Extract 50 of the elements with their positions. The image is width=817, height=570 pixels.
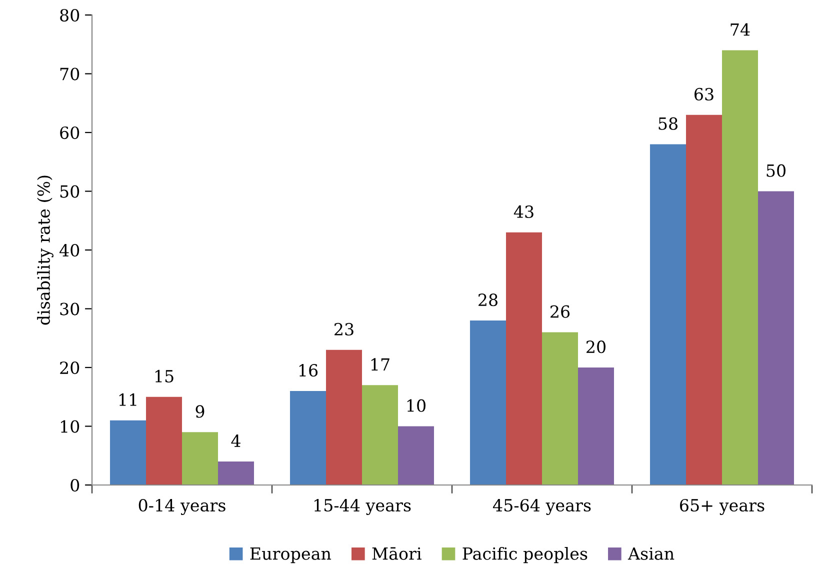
bar [326, 350, 362, 485]
bar [470, 320, 506, 485]
data-label: 11 [119, 393, 136, 406]
bar [290, 391, 326, 485]
data-label: 15 [155, 370, 174, 383]
data-label: 20 [586, 340, 606, 354]
y-tick-label: 40 [60, 244, 80, 257]
data-label: 10 [407, 399, 426, 412]
bar [542, 332, 578, 485]
x-tick-label: 0-14 years [138, 498, 226, 516]
y-tick-label: 50 [60, 185, 80, 198]
bar [650, 144, 686, 485]
data-label: 9 [196, 405, 204, 418]
bar [110, 420, 146, 485]
y-tick-label: 20 [60, 361, 80, 374]
data-label: 50 [766, 164, 786, 177]
legend-label: Pacific peoples [462, 547, 588, 564]
y-tick-label: 60 [60, 126, 80, 140]
data-label: 43 [514, 205, 534, 218]
bar [398, 426, 434, 485]
x-tick-label: 15-44 years [314, 498, 411, 516]
y-tick-label: 70 [60, 68, 80, 80]
data-label: 58 [658, 117, 678, 130]
y-tick-label: 10 [61, 420, 80, 433]
bar [686, 114, 722, 485]
data-label: 17 [371, 358, 390, 371]
bar [506, 232, 542, 485]
y-tick-label: 0 [70, 478, 80, 492]
data-label: 4 [231, 434, 240, 447]
data-label: 63 [694, 88, 714, 101]
data-label: 16 [299, 364, 318, 377]
x-tick-label: 45-64 years [492, 498, 591, 516]
y-tick-label: 80 [60, 8, 80, 22]
bar [722, 50, 758, 485]
bar [218, 462, 254, 485]
data-label: 28 [478, 294, 498, 306]
legend-label: Asian [628, 547, 674, 560]
legend-label: European [250, 548, 332, 564]
bar [758, 191, 794, 485]
data-label: 74 [730, 23, 750, 36]
legend-label: Māori [372, 547, 422, 560]
data-label: 26 [550, 305, 570, 318]
bar [146, 396, 182, 485]
bar [578, 368, 614, 485]
y-axis-title: disability rate (%) [37, 176, 54, 325]
bar [362, 385, 398, 485]
bar [182, 432, 218, 485]
x-tick-label: 65+ years [680, 498, 764, 516]
data-label: 23 [334, 322, 354, 336]
y-tick-label: 30 [60, 302, 80, 316]
